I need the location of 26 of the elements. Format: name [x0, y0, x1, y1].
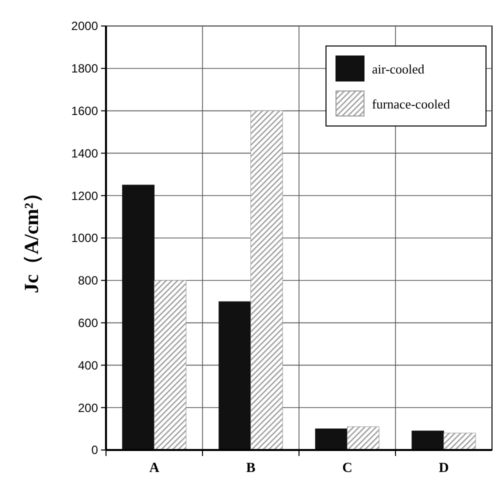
y-tick-label: 1800 — [71, 62, 98, 76]
x-tick-label: B — [246, 461, 256, 476]
bar — [250, 110, 283, 450]
bar — [347, 426, 380, 450]
y-axis-title: Jc（A/cm²） — [21, 182, 43, 294]
x-tick-label: A — [149, 461, 160, 476]
bar — [315, 428, 348, 450]
legend-label: furnace-cooled — [372, 96, 450, 112]
y-tick-label: 1000 — [71, 231, 98, 246]
y-tick-label: 0 — [91, 443, 98, 458]
bar — [444, 432, 476, 450]
y-tick-label: 1600 — [71, 104, 98, 118]
y-tick-label: 800 — [78, 274, 98, 288]
x-tick-label: D — [438, 461, 449, 476]
y-tick-label: 1200 — [71, 188, 98, 203]
legend-label: air-cooled — [372, 62, 425, 77]
y-tick-label: 2000 — [71, 19, 98, 34]
y-tick-label: 400 — [78, 358, 98, 372]
bar — [122, 184, 154, 450]
bar — [218, 301, 251, 450]
y-tick-label: 600 — [78, 316, 98, 330]
y-tick-label: 1400 — [71, 146, 98, 160]
bar — [412, 430, 444, 450]
bar — [154, 280, 186, 450]
y-tick-label: 200 — [78, 400, 98, 415]
x-tick-label: C — [342, 461, 352, 476]
